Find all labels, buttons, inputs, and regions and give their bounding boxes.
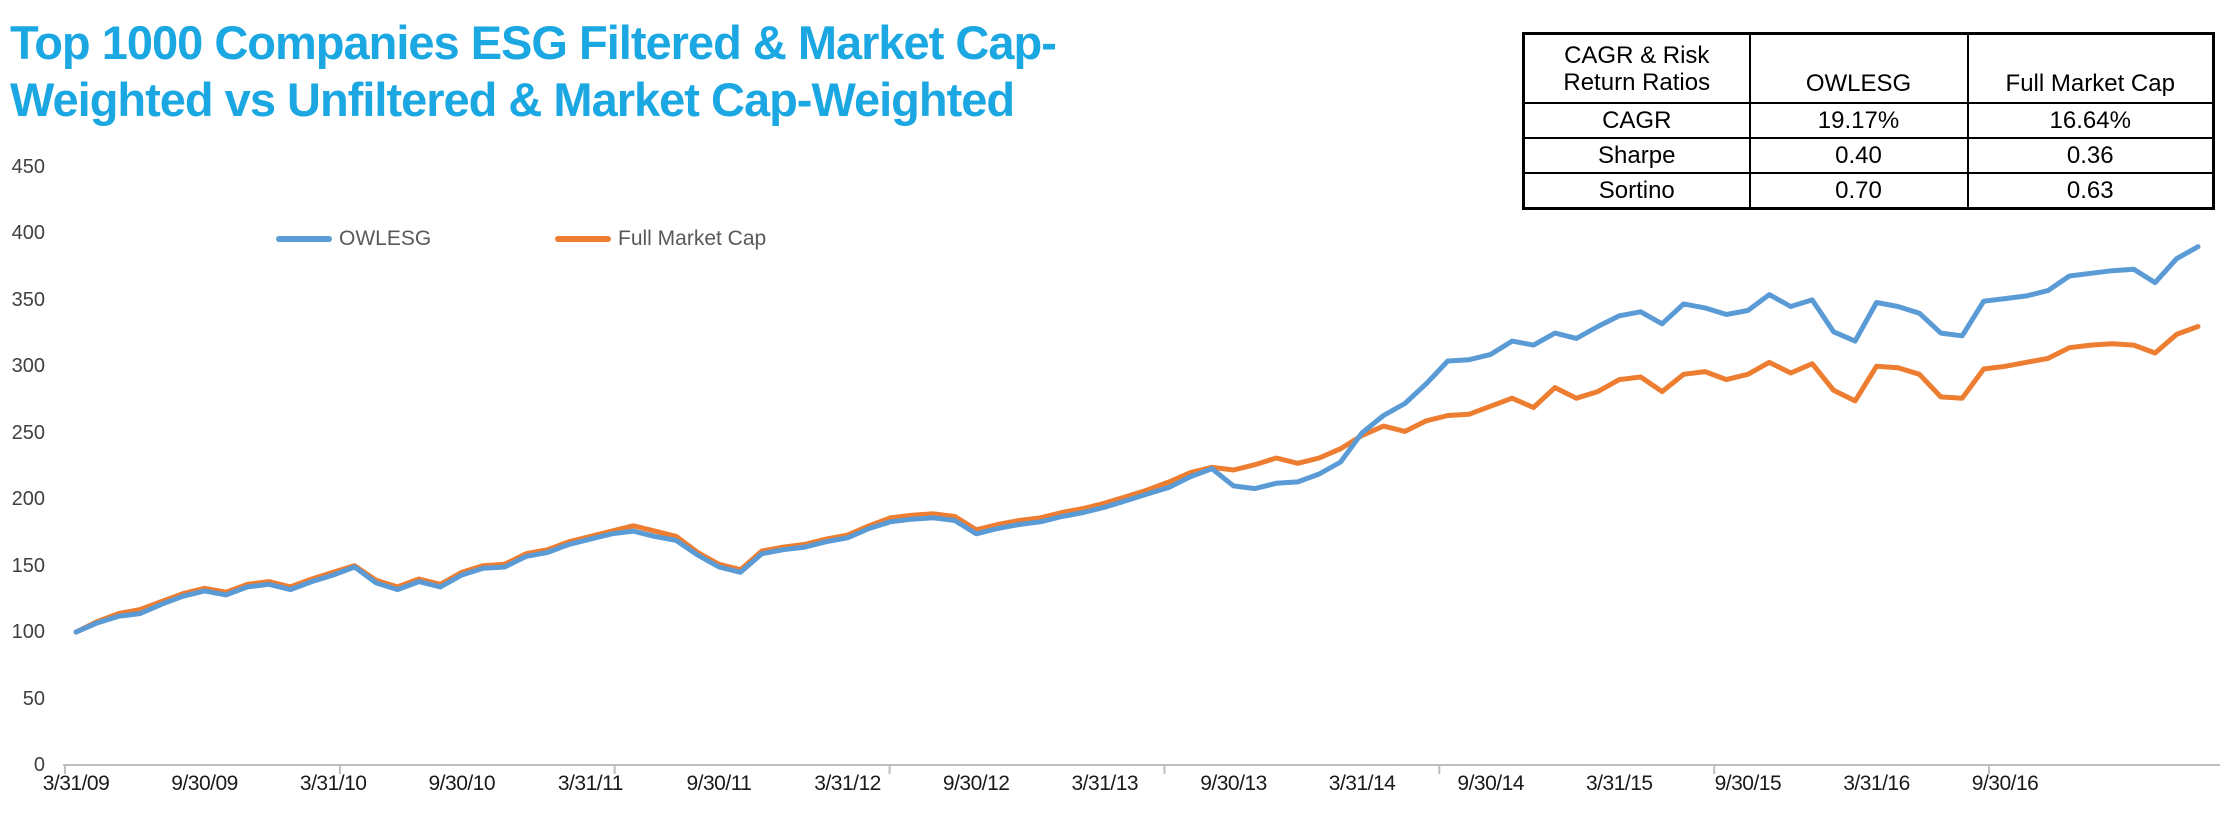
stats-table-header-owlesg: OWLESG [1748,32,1969,104]
stats-table-row-sharpe: Sharpe 0.40 0.36 [1522,137,2215,174]
x-tick-label-3-31-09: 3/31/09 [42,772,110,795]
cagr-owlesg-value: 19.17% [1748,102,1969,139]
sharpe-label: Sharpe [1522,137,1751,174]
owlesg-line [73,244,2201,635]
legend-item-owlesg: OWLESG [276,224,431,254]
legend-label-owlesg: OWLESG [339,227,432,250]
x-tick-label-9-30-12: 9/30/12 [942,772,1010,795]
y-tick-label-250: 250 [11,421,45,444]
y-tick-label-300: 300 [11,355,45,378]
x-tick-label-9-30-10: 9/30/10 [428,772,496,795]
x-tick-label-3-31-11: 3/31/11 [557,772,624,795]
sharpe-owlesg-value: 0.40 [1748,137,1969,174]
x-tick-label-3-31-15: 3/31/15 [1586,772,1653,795]
y-tick-label-200: 200 [11,488,45,511]
stats-table-header-full-market-cap: Full Market Cap [1966,32,2215,104]
y-tick-label-50: 50 [22,687,45,710]
full-market-cap-line [73,324,2201,635]
stats-table-row-cagr: CAGR 19.17% 16.64% [1522,102,2215,139]
x-tick-label-3-31-16: 3/31/16 [1843,772,1910,795]
x-tick-label-9-30-09: 9/30/09 [171,772,238,795]
chart-title: Top 1000 Companies ESG Filtered & Market… [10,14,1490,128]
sortino-fmc-value: 0.63 [1966,172,2215,210]
y-tick-label-350: 350 [11,288,45,311]
owlesg-line-swatch-icon [276,236,332,242]
full-market-cap-line-swatch-icon [555,236,611,242]
y-tick-label-450: 450 [11,156,45,178]
x-tick-label-3-31-14: 3/31/14 [1328,772,1396,795]
legend-item-full-market-cap: Full Market Cap [555,224,766,254]
x-tick-label-9-30-13: 9/30/13 [1200,772,1267,795]
x-tick-label-3-31-12: 3/31/12 [814,772,881,795]
stats-table-row-sortino: Sortino 0.70 0.63 [1522,172,2215,210]
chart-title-line2: Weighted vs Unfiltered & Market Cap-Weig… [10,73,1015,126]
x-tick-label-3-31-13: 3/31/13 [1071,772,1139,795]
stats-table: CAGR & Risk Return Ratios OWLESG Full Ma… [1522,32,2215,210]
x-tick-label-3-31-10: 3/31/10 [299,772,367,795]
x-tick-label-9-30-16: 9/30/16 [1971,772,2039,795]
stats-table-header-ratios: CAGR & Risk Return Ratios [1522,32,1751,104]
x-tick-label-9-30-11: 9/30/11 [686,772,752,795]
sharpe-fmc-value: 0.36 [1966,137,2215,174]
y-tick-label-400: 400 [11,222,45,245]
chart-title-line1: Top 1000 Companies ESG Filtered & Market… [10,16,1057,69]
sortino-owlesg-value: 0.70 [1748,172,1969,210]
x-tick-label-9-30-14: 9/30/14 [1457,772,1524,795]
y-tick-label-0: 0 [33,754,45,776]
x-tick-label-9-30-15: 9/30/15 [1714,772,1782,795]
legend-label-full-market-cap: Full Market Cap [618,227,767,250]
y-tick-label-100: 100 [11,621,45,644]
y-tick-label-150: 150 [11,554,45,577]
cagr-label: CAGR [1522,102,1751,139]
y-axis-labels: 0 50 100 150 200 250 300 350 400 450 [0,0,47,832]
cagr-fmc-value: 16.64% [1966,102,2215,139]
stats-table-header-row: CAGR & Risk Return Ratios OWLESG Full Ma… [1522,32,2215,104]
sortino-label: Sortino [1522,172,1751,210]
legend: OWLESG Full Market Cap [0,224,2220,254]
x-axis-ticks [64,765,1990,774]
